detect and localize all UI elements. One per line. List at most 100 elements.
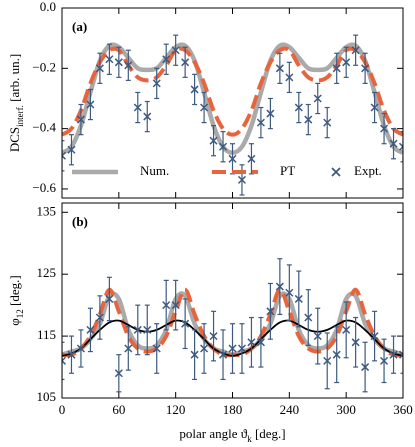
marker — [190, 350, 199, 359]
marker — [133, 103, 142, 112]
marker — [275, 64, 284, 73]
legend-label: Num. — [140, 163, 169, 178]
marker — [200, 344, 209, 353]
label-text: polar angle ϑ — [179, 426, 247, 441]
marker — [380, 124, 389, 133]
marker — [171, 46, 180, 55]
marker — [285, 288, 294, 297]
marker — [105, 55, 114, 64]
marker — [332, 350, 341, 359]
marker — [361, 363, 370, 372]
y-tick-label: 0.0 — [40, 0, 56, 14]
marker — [342, 58, 351, 67]
marker — [143, 325, 152, 334]
label-unit: [arb. un.] — [7, 54, 22, 102]
marker — [200, 103, 209, 112]
marker — [114, 58, 123, 67]
marker — [247, 154, 256, 163]
marker — [247, 338, 256, 347]
marker — [95, 64, 104, 73]
marker — [228, 344, 237, 353]
marker — [133, 325, 142, 334]
marker — [370, 332, 379, 341]
label-unit: [deg.] — [7, 275, 22, 306]
x-tick-label: 300 — [336, 402, 356, 417]
marker — [143, 112, 152, 121]
marker — [228, 154, 237, 163]
plot-area — [62, 258, 403, 393]
x-tick-label: 240 — [280, 402, 300, 417]
axes-frame — [61, 202, 404, 399]
y-axis-label: DCSinterf. [arb. un.] — [7, 54, 25, 152]
y-tick-label: −0.6 — [32, 180, 56, 195]
marker — [114, 369, 123, 378]
marker — [181, 319, 190, 328]
marker — [209, 136, 218, 145]
marker — [323, 118, 332, 127]
marker — [237, 344, 247, 353]
marker — [389, 139, 398, 148]
label-text: DCS — [7, 127, 22, 152]
marker — [266, 109, 275, 118]
marker — [209, 332, 218, 341]
x-tick-label: 120 — [166, 402, 186, 417]
marker — [256, 118, 265, 127]
x-tick-label: 0 — [59, 402, 66, 417]
marker — [218, 350, 228, 359]
marker — [266, 307, 275, 316]
marker — [76, 115, 85, 124]
marker — [361, 64, 370, 73]
marker — [105, 294, 114, 303]
axes-frame — [61, 7, 404, 199]
marker — [124, 344, 133, 353]
marker — [342, 325, 351, 334]
y-tick-label: 105 — [37, 389, 57, 404]
marker — [86, 100, 95, 109]
label-sub: 12 — [15, 309, 25, 318]
marker — [398, 142, 403, 151]
x-tick-label: 180 — [223, 402, 243, 417]
marker — [86, 325, 95, 334]
plot-area — [62, 34, 403, 196]
label-text: φ — [7, 318, 22, 326]
marker — [285, 73, 294, 82]
marker — [323, 356, 332, 365]
marker — [152, 79, 161, 88]
panel-label: (a) — [72, 19, 87, 34]
marker — [76, 344, 85, 353]
marker — [62, 356, 67, 365]
marker — [181, 58, 190, 67]
legend-label: PT — [280, 163, 295, 178]
y-tick-label: 125 — [37, 265, 57, 280]
marker — [294, 103, 303, 112]
marker — [351, 338, 360, 347]
y-tick-label: −0.4 — [32, 120, 56, 135]
legend-marker — [331, 167, 341, 177]
series-line — [62, 46, 403, 137]
y-tick-label: −0.2 — [32, 59, 56, 74]
y-axis-label: φ12 [deg.] — [7, 275, 25, 325]
marker — [171, 301, 180, 310]
marker — [124, 61, 133, 70]
marker — [152, 344, 161, 353]
marker — [256, 338, 265, 347]
legend-label: Expt. — [354, 163, 382, 178]
marker — [67, 145, 76, 154]
marker — [237, 175, 247, 184]
x-axis-label: polar angle ϑk [deg.] — [179, 426, 285, 444]
marker — [67, 350, 76, 359]
label-sub: k — [247, 434, 252, 444]
marker — [380, 356, 389, 365]
marker — [294, 294, 303, 303]
label-sub: interf. — [15, 105, 25, 127]
marker — [190, 85, 199, 94]
marker — [351, 46, 360, 55]
x-tick-label: 360 — [393, 402, 413, 417]
marker — [162, 55, 171, 64]
marker — [370, 103, 379, 112]
marker — [218, 142, 228, 151]
marker — [304, 313, 313, 322]
marker — [95, 313, 104, 322]
